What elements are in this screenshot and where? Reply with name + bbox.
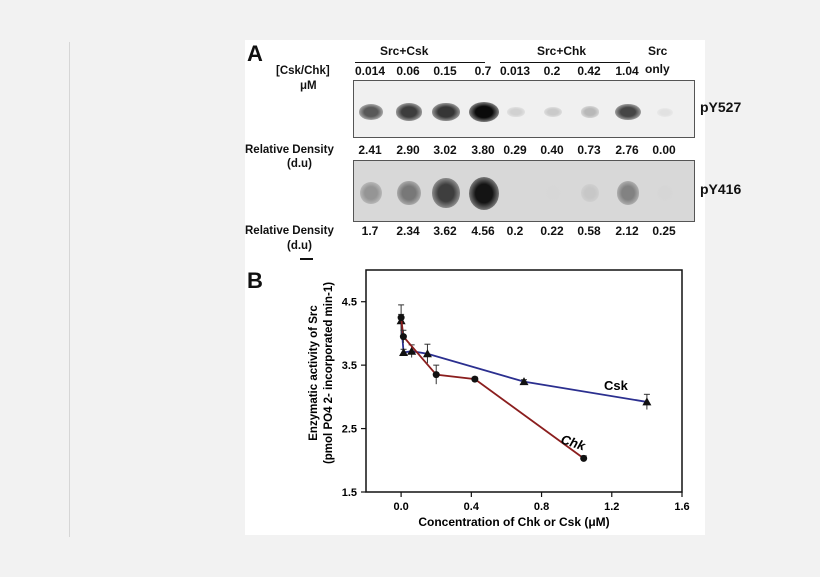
plot-frame [365, 269, 683, 493]
series-line-chk [400, 317, 585, 460]
point-chk-0 [397, 314, 405, 322]
left-divider-line [69, 42, 70, 537]
point-chk-2 [432, 371, 440, 379]
x-axis-label: Concentration of Chk or Csk (μM) [418, 515, 609, 529]
group-src-chk-label: Src+Chk [537, 44, 587, 58]
density-py527-value-5: 0.40 [540, 143, 564, 157]
band-py527-3 [469, 102, 499, 122]
band-py527-2 [432, 103, 460, 121]
band-py527-7 [614, 103, 642, 121]
chart-series [396, 304, 652, 462]
point-csk-5 [642, 397, 652, 406]
band-py416-0 [360, 182, 382, 204]
group-src-only-label: Src [648, 44, 668, 58]
group-src-chk-line [500, 62, 630, 63]
density-py527-value-0: 2.41 [358, 143, 382, 157]
x-tick-label-2: 0.8 [534, 501, 549, 513]
point-csk-2 [407, 346, 417, 355]
density-py527-value-4: 0.29 [503, 143, 527, 157]
y-axis-label-line2: (pmol PO4 2- incorporated min-1) [323, 282, 335, 464]
density-py416-value-7: 2.12 [615, 224, 639, 238]
concentration-value-5: 0.2 [543, 64, 561, 78]
density-py416-value-5: 0.22 [540, 224, 564, 238]
density-py416-value-1: 2.34 [396, 224, 420, 238]
concentration-value-2: 0.15 [433, 64, 457, 78]
x-tick-label-4: 1.6 [674, 501, 689, 513]
band-py527-4 [507, 107, 525, 117]
concentration-value-7: 1.04 [615, 64, 639, 78]
chart-labels: 0.0 0.4 0.8 1.2 1.6 1.5 2.5 3.5 4.5 Concentration… [308, 282, 690, 529]
y-tick-label-3: 4.5 [342, 297, 357, 309]
group-src-only-label-2: only [645, 62, 670, 76]
x-tick-label-1: 0.4 [464, 501, 480, 513]
concentration-value-0: 0.014 [354, 64, 386, 78]
chart-axes [361, 269, 683, 497]
density-py527-value-2: 3.02 [433, 143, 457, 157]
density-unit-py527: (d.u) [287, 158, 312, 170]
density-py416-value-2: 3.62 [433, 224, 457, 238]
concentration-unit: μM [300, 80, 317, 92]
density-py416-value-3: 4.56 [471, 224, 495, 238]
band-py527-6 [580, 106, 600, 118]
density-py416-value-8: 0.25 [652, 224, 676, 238]
blot-py416-label: pY416 [700, 181, 742, 197]
y-tick-label-2: 3.5 [342, 360, 357, 372]
density-py416-value-6: 0.58 [577, 224, 601, 238]
band-py527-5 [544, 106, 562, 118]
band-py416-6 [581, 184, 599, 202]
density-unit-py416: (d.u) [287, 240, 312, 252]
series-label-chk: Chk [559, 432, 588, 454]
point-chk-4 [580, 454, 588, 462]
band-py527-8 [657, 107, 673, 117]
concentration-value-1: 0.06 [396, 64, 420, 78]
concentration-value-6: 0.42 [577, 64, 601, 78]
y-tick-label-1: 2.5 [342, 424, 357, 436]
concentration-value-3: 0.7 [474, 64, 492, 78]
x-tick-label-3: 1.2 [604, 501, 619, 513]
point-csk-1 [399, 347, 409, 356]
panel-a-letter: A [247, 41, 263, 66]
y-tick-label-0: 1.5 [342, 487, 357, 499]
band-py416-2 [432, 178, 460, 208]
series-line-csk [400, 320, 648, 403]
panel-b-letter: B [247, 268, 263, 293]
density-py527-value-6: 0.73 [577, 143, 601, 157]
band-py416-1 [397, 180, 421, 206]
point-chk-1 [399, 333, 407, 341]
group-src-csk-line [355, 62, 485, 63]
scale-mark [300, 258, 313, 260]
band-py416-4 [507, 185, 525, 201]
density-py416-value-4: 0.2 [506, 224, 524, 238]
band-py416-5 [544, 185, 562, 201]
band-py527-1 [395, 103, 423, 121]
x-tick-label-0: 0.0 [393, 501, 408, 513]
point-csk-4 [519, 377, 529, 386]
blot-py527-label: pY527 [700, 99, 742, 115]
y-axis-label-line1: Enzymatic activity of Src [308, 305, 320, 441]
density-py527-value-1: 2.90 [396, 143, 420, 157]
band-py527-0 [358, 104, 384, 120]
point-chk-3 [471, 375, 479, 383]
band-py416-7 [616, 181, 640, 205]
density-label-py416: Relative Density [245, 225, 334, 237]
western-blot-py416 [353, 160, 695, 222]
density-py527-value-3: 3.80 [471, 143, 495, 157]
concentration-value-4: 0.013 [499, 64, 531, 78]
band-py416-3 [469, 176, 499, 210]
point-csk-3 [422, 349, 432, 358]
density-label-py527: Relative Density [245, 144, 334, 156]
series-label-csk: Csk [604, 378, 629, 393]
density-py527-value-8: 0.00 [652, 143, 676, 157]
band-py416-8 [656, 185, 674, 201]
density-py416-value-0: 1.7 [361, 224, 379, 238]
western-blot-py527 [353, 80, 695, 138]
density-py527-value-7: 2.76 [615, 143, 639, 157]
concentration-label: [Csk/Chk] [276, 65, 330, 77]
group-src-csk-label: Src+Csk [380, 44, 429, 58]
